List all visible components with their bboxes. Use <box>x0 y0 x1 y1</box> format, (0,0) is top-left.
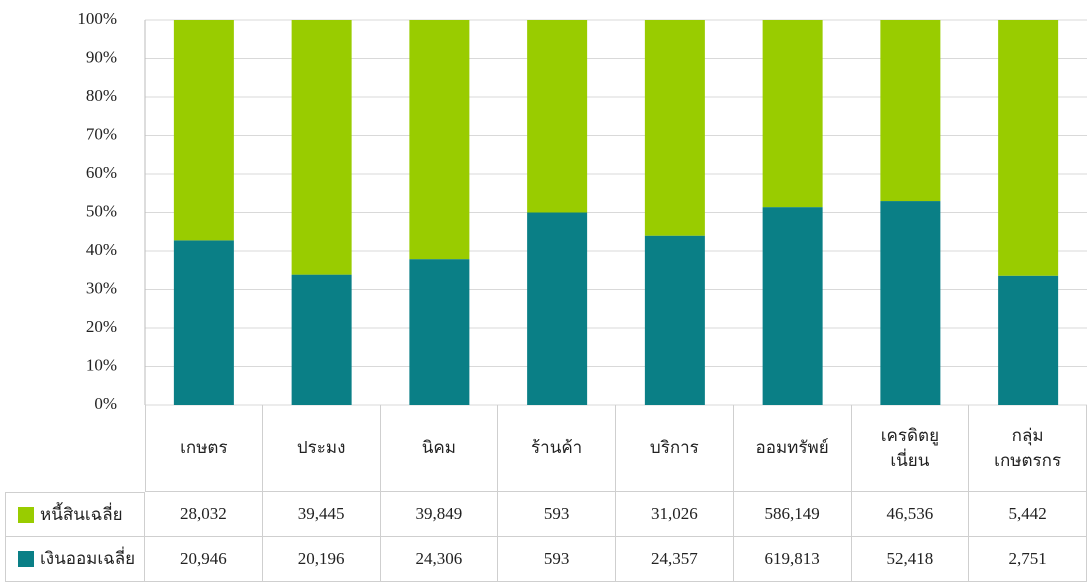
legend-item: หนี้สินเฉลี่ย <box>5 492 145 537</box>
bar-segment <box>173 20 234 241</box>
data-cell: 28,032 <box>145 492 263 537</box>
cell-text: เกษตร <box>180 438 228 458</box>
legend-item: เงินออมเฉลี่ย <box>5 537 145 582</box>
data-cell: 20,196 <box>262 537 381 582</box>
data-cell: 46,536 <box>851 492 970 537</box>
bar-segment <box>644 20 705 236</box>
cell-text: 39,445 <box>297 504 345 524</box>
x-tick-label: ประมง <box>262 405 381 492</box>
bar-segment <box>762 20 823 208</box>
bar-segment <box>527 20 588 213</box>
x-tick-label: บริการ <box>616 405 734 492</box>
data-cell: 31,026 <box>616 492 734 537</box>
legend-label: เงินออมเฉลี่ย <box>40 549 136 569</box>
cell-text: 619,813 <box>764 549 820 569</box>
y-tick-label: 50% <box>86 201 117 220</box>
y-tick-label: 40% <box>86 240 117 259</box>
y-tick-label: 30% <box>86 278 117 297</box>
data-cell: 39,849 <box>380 492 499 537</box>
bar-segment <box>527 212 588 405</box>
bar-segment <box>409 259 470 405</box>
data-cell: 39,445 <box>262 492 381 537</box>
data-cell: 586,149 <box>733 492 852 537</box>
data-cell: 593 <box>498 537 616 582</box>
cell-text: 24,357 <box>651 549 698 569</box>
cell-text: 586,149 <box>764 504 820 524</box>
cell-text: นิคม <box>421 438 456 458</box>
data-cell: 2,751 <box>969 537 1087 582</box>
y-tick-label: 60% <box>86 163 117 182</box>
legend-label: หนี้สินเฉลี่ย <box>40 504 123 524</box>
x-tick-label: นิคม <box>380 405 499 492</box>
bar-segment <box>291 274 352 405</box>
cell-text: 28,032 <box>180 504 227 524</box>
y-tick-label: 20% <box>86 317 117 336</box>
bar-segment <box>173 240 234 405</box>
cell-text: 20,946 <box>180 549 227 569</box>
cell-text: 46,536 <box>886 504 934 524</box>
cell-text: 5,442 <box>1008 504 1047 524</box>
data-cell: 5,442 <box>969 492 1087 537</box>
data-cell: 619,813 <box>733 537 852 582</box>
x-tick-label: ออมทรัพย์ <box>733 405 852 492</box>
y-tick-label: 100% <box>77 9 117 28</box>
legend-swatch <box>18 551 34 567</box>
y-tick-label: 0% <box>94 394 117 413</box>
cell-text: ประมง <box>296 438 346 458</box>
data-cell: 24,357 <box>616 537 734 582</box>
cell-text: กลุ่ม เกษตรกร <box>994 425 1062 471</box>
data-cell: 20,946 <box>145 537 263 582</box>
data-cell: 52,418 <box>851 537 970 582</box>
bar-segment <box>291 20 352 275</box>
bar-segment <box>998 275 1059 405</box>
bar-segment <box>880 201 941 405</box>
y-tick-label: 10% <box>86 355 117 374</box>
cell-text: ร้านค้า <box>531 438 583 458</box>
cell-text: 24,306 <box>415 549 463 569</box>
y-tick-label: 80% <box>86 86 117 105</box>
x-tick-label: กลุ่ม เกษตรกร <box>969 405 1087 492</box>
y-tick-label: 70% <box>86 124 117 143</box>
cell-text: 593 <box>543 549 570 569</box>
bar-segment <box>880 20 941 202</box>
x-tick-label: ร้านค้า <box>498 405 616 492</box>
bar-segment <box>409 20 470 260</box>
cell-text: 593 <box>543 504 570 524</box>
cell-text: ออมทรัพย์ <box>755 438 829 458</box>
legend-swatch <box>18 506 34 523</box>
y-tick-label: 90% <box>86 47 117 66</box>
cell-text: 52,418 <box>886 549 934 569</box>
x-tick-label: เครดิตยู เนี่ยน <box>851 405 970 492</box>
cell-text: 20,196 <box>297 549 345 569</box>
x-tick-label: เกษตร <box>145 405 263 492</box>
cell-text: บริการ <box>649 438 699 458</box>
bar-segment <box>998 20 1059 276</box>
data-cell: 593 <box>498 492 616 537</box>
bar-segment <box>762 207 823 405</box>
data-cell: 24,306 <box>380 537 499 582</box>
cell-text: 39,849 <box>415 504 463 524</box>
bar-segment <box>644 235 705 405</box>
cell-text: 2,751 <box>1008 549 1047 569</box>
cell-text: เครดิตยู เนี่ยน <box>880 425 940 471</box>
cell-text: 31,026 <box>651 504 698 524</box>
